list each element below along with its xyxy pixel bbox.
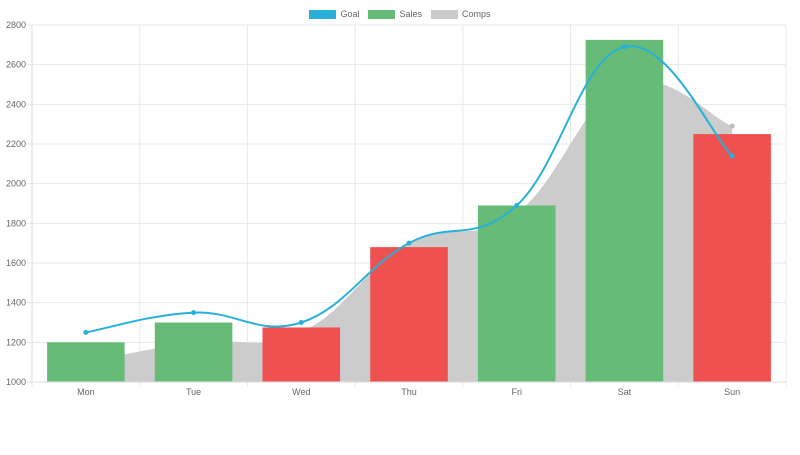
sales-bar-sun[interactable] [693, 134, 771, 382]
sales-bar-tue[interactable] [154, 322, 233, 383]
sales-bar-fri[interactable] [477, 205, 556, 382]
legend-label-comps: Comps [462, 9, 491, 19]
y-tick-label: 1000 [6, 377, 26, 387]
y-tick-label: 2800 [6, 20, 26, 30]
x-tick-label: Fri [511, 387, 522, 397]
goal-point-sun[interactable] [729, 153, 735, 159]
legend-swatch-sales [368, 9, 396, 19]
y-tick-label: 1600 [6, 258, 26, 268]
x-tick-label: Mon [77, 387, 95, 397]
x-tick-label: Thu [401, 387, 417, 397]
goal-point-sat[interactable] [621, 44, 627, 50]
x-tick-label: Sun [724, 387, 740, 397]
goal-line [85, 45, 733, 334]
sales-bar-thu[interactable] [370, 247, 448, 382]
x-tick-label: Wed [292, 387, 310, 397]
goal-point-wed[interactable] [298, 320, 304, 325]
comps-area [85, 80, 733, 382]
y-tick-label: 2000 [6, 179, 26, 189]
sales-bar-wed[interactable] [262, 327, 341, 382]
goal-point-fri[interactable] [514, 202, 520, 208]
legend-label-goal: Goal [340, 9, 360, 19]
y-tick-label: 2200 [6, 139, 26, 149]
x-tick-label: Sat [618, 387, 632, 397]
legend-swatch-comps [431, 9, 458, 19]
comps-point [729, 123, 735, 129]
legend-label-sales: Sales [399, 9, 422, 19]
y-tick-label: 1200 [6, 337, 26, 347]
y-tick-label: 2600 [6, 60, 26, 70]
x-tick-label: Tue [186, 387, 201, 397]
y-tick-label: 1800 [6, 218, 26, 228]
sales-bar-sat[interactable] [585, 39, 664, 382]
y-tick-label: 1400 [6, 298, 26, 308]
legend-item-sales[interactable]: Sales [368, 9, 422, 19]
goal-point-tue[interactable] [191, 310, 197, 316]
legend: Goal Sales Comps [0, 9, 800, 19]
sales-bar-mon[interactable] [47, 342, 125, 382]
y-tick-label: 2400 [6, 99, 26, 109]
legend-swatch-goal [309, 9, 337, 19]
legend-item-comps[interactable]: Comps [431, 9, 491, 19]
goal-point-thu[interactable] [406, 240, 412, 246]
goal-point-mon[interactable] [83, 329, 89, 335]
legend-item-goal[interactable]: Goal [309, 9, 359, 19]
